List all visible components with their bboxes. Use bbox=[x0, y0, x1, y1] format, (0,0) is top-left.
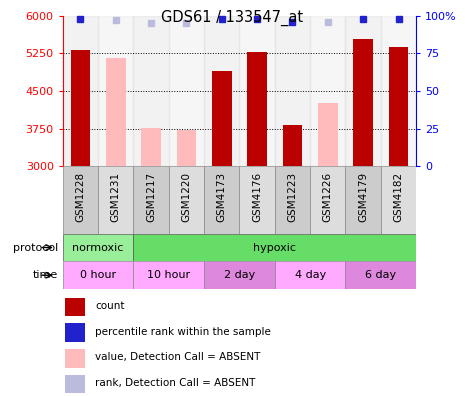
Bar bbox=[353, 40, 373, 166]
Bar bbox=[71, 50, 90, 166]
Bar bbox=[65, 375, 86, 394]
Bar bbox=[65, 324, 86, 342]
Text: GSM4182: GSM4182 bbox=[393, 172, 404, 222]
Bar bbox=[275, 261, 345, 289]
Bar bbox=[212, 71, 232, 166]
Bar bbox=[63, 234, 133, 261]
Bar bbox=[345, 16, 381, 166]
Text: protocol: protocol bbox=[13, 242, 58, 253]
Bar bbox=[169, 166, 204, 234]
Text: GSM1217: GSM1217 bbox=[146, 172, 156, 222]
Text: GSM1220: GSM1220 bbox=[181, 172, 192, 222]
Text: value, Detection Call = ABSENT: value, Detection Call = ABSENT bbox=[95, 352, 260, 362]
Bar bbox=[247, 52, 267, 166]
Text: 10 hour: 10 hour bbox=[147, 270, 190, 280]
Text: 4 day: 4 day bbox=[294, 270, 326, 280]
Bar bbox=[239, 16, 275, 166]
Text: 6 day: 6 day bbox=[365, 270, 396, 280]
Bar bbox=[98, 166, 133, 234]
Bar bbox=[133, 16, 169, 166]
Text: normoxic: normoxic bbox=[73, 242, 124, 253]
Bar bbox=[310, 166, 345, 234]
Text: GSM4179: GSM4179 bbox=[358, 172, 368, 222]
Bar bbox=[318, 103, 338, 166]
Bar bbox=[204, 16, 239, 166]
Bar bbox=[345, 166, 381, 234]
Text: rank, Detection Call = ABSENT: rank, Detection Call = ABSENT bbox=[95, 378, 255, 388]
Text: 2 day: 2 day bbox=[224, 270, 255, 280]
Bar bbox=[204, 166, 239, 234]
Bar bbox=[275, 166, 310, 234]
Bar bbox=[204, 261, 275, 289]
Bar bbox=[106, 59, 126, 166]
Bar bbox=[381, 166, 416, 234]
Bar bbox=[275, 16, 310, 166]
Bar bbox=[239, 166, 275, 234]
Bar bbox=[381, 16, 416, 166]
Text: GSM4176: GSM4176 bbox=[252, 172, 262, 222]
Bar bbox=[133, 261, 204, 289]
Text: 0 hour: 0 hour bbox=[80, 270, 116, 280]
Bar bbox=[133, 234, 416, 261]
Text: GSM1226: GSM1226 bbox=[323, 172, 333, 222]
Bar bbox=[141, 128, 161, 166]
Bar bbox=[310, 16, 345, 166]
Text: GSM1231: GSM1231 bbox=[111, 172, 121, 222]
Bar bbox=[63, 166, 98, 234]
Bar bbox=[63, 261, 133, 289]
Bar bbox=[389, 48, 408, 166]
Bar bbox=[65, 298, 86, 316]
Text: count: count bbox=[95, 301, 125, 311]
Bar bbox=[133, 166, 169, 234]
Bar bbox=[283, 125, 302, 166]
Bar bbox=[63, 16, 98, 166]
Text: hypoxic: hypoxic bbox=[253, 242, 296, 253]
Text: percentile rank within the sample: percentile rank within the sample bbox=[95, 327, 271, 337]
Text: GSM4173: GSM4173 bbox=[217, 172, 227, 222]
Bar bbox=[169, 16, 204, 166]
Bar bbox=[65, 349, 86, 367]
Text: time: time bbox=[33, 270, 58, 280]
Text: GDS61 / 133547_at: GDS61 / 133547_at bbox=[161, 10, 304, 26]
Bar bbox=[177, 130, 196, 166]
Text: GSM1223: GSM1223 bbox=[287, 172, 298, 222]
Bar bbox=[98, 16, 133, 166]
Text: GSM1228: GSM1228 bbox=[75, 172, 86, 222]
Bar bbox=[345, 261, 416, 289]
